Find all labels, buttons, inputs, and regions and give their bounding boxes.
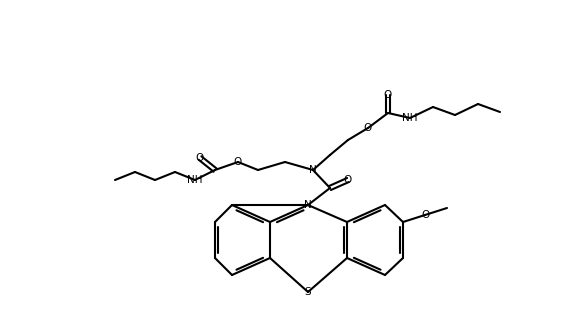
Text: O: O xyxy=(234,157,242,167)
Text: O: O xyxy=(196,153,204,163)
Text: S: S xyxy=(305,287,311,297)
Text: O: O xyxy=(364,123,372,133)
Text: NH: NH xyxy=(187,175,203,185)
Text: NH: NH xyxy=(402,113,418,123)
Text: N: N xyxy=(309,165,317,175)
Text: O: O xyxy=(421,210,429,220)
Text: N: N xyxy=(304,200,312,210)
Text: O: O xyxy=(384,90,392,100)
Text: O: O xyxy=(344,175,352,185)
